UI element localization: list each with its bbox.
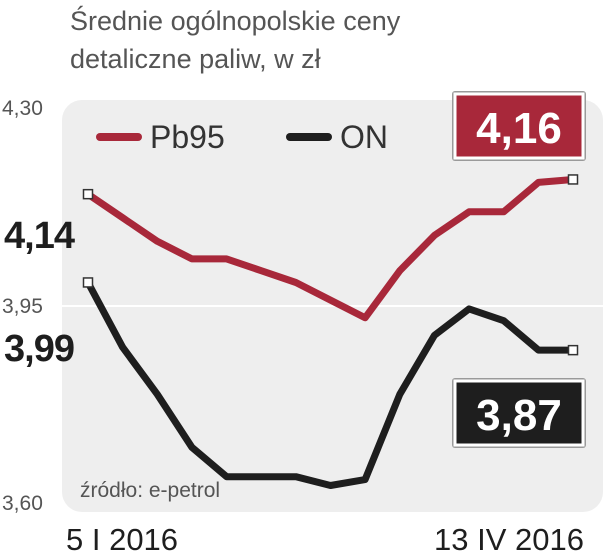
chart-title-line-2: detaliczne paliw, w zł — [70, 44, 321, 74]
series-line-on — [84, 279, 577, 489]
y-tick-label: 4,30 — [2, 97, 43, 120]
legend-label-on: ON — [340, 119, 388, 155]
series-line-pb95 — [84, 176, 577, 322]
legend-label-pb95: Pb95 — [150, 119, 225, 155]
end-value-box-pb95 — [453, 92, 585, 160]
end-value-box-on — [453, 379, 585, 447]
x-axis-end-label: 13 IV 2016 — [434, 522, 584, 557]
x-axis-start-label: 5 I 2016 — [66, 522, 178, 557]
source-note: źródło: e-petrol — [80, 479, 220, 502]
data-point-marker — [82, 188, 94, 200]
data-point-marker — [567, 174, 579, 185]
data-point-marker — [567, 344, 579, 356]
end-value-label-pb95: 4,16 — [476, 104, 562, 153]
chart-title-line-1: Średnie ogólnopolskie ceny — [70, 6, 401, 36]
data-point-marker — [82, 277, 94, 288]
y-tick-label: 3,95 — [2, 295, 43, 318]
start-value-label-on: 3,99 — [4, 328, 74, 370]
start-value-label-pb95: 4,14 — [4, 215, 75, 257]
end-value-label-on: 3,87 — [476, 391, 562, 440]
chart-title: Średnie ogólnopolskie ceny detaliczne pa… — [70, 2, 400, 78]
y-tick-label: 3,60 — [2, 492, 43, 515]
